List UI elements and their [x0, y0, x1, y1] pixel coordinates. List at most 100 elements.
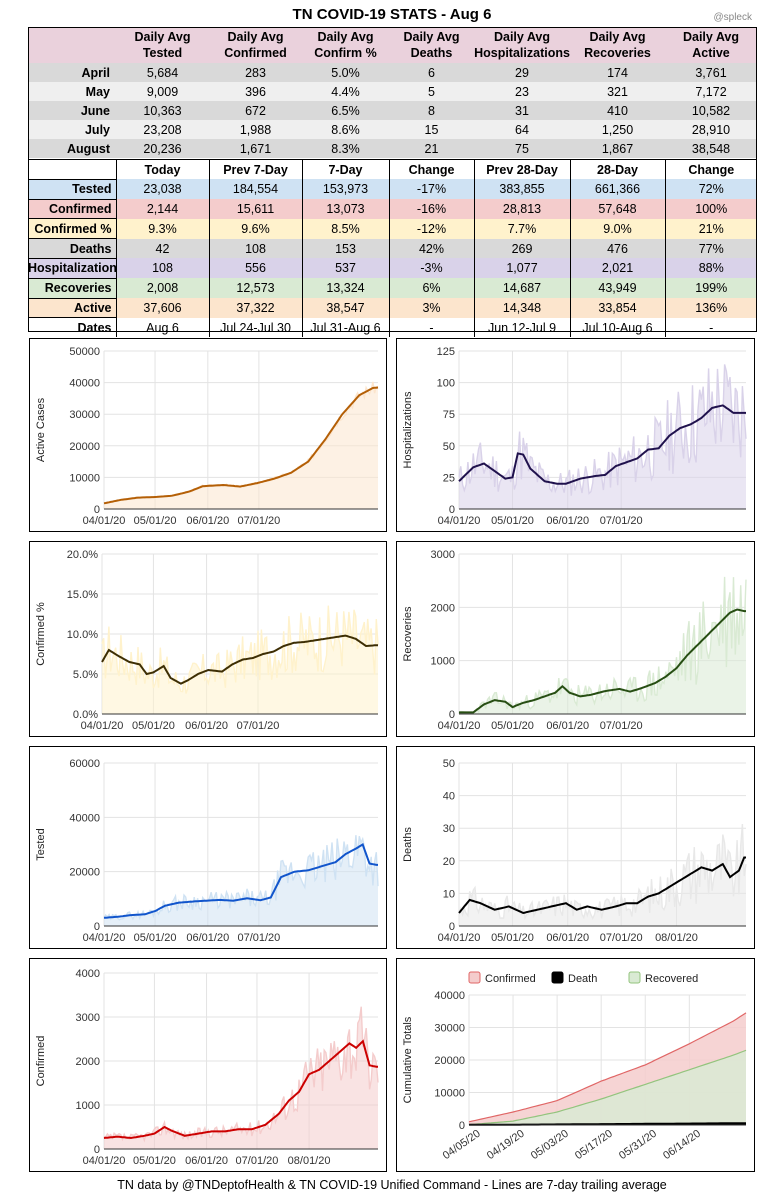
- monthly-header-row: Daily Avg Tested Daily Avg Confirmed Daily A…: [28, 27, 757, 63]
- x-tick-label: 06/01/20: [546, 932, 589, 944]
- table-cell: 136%: [664, 298, 757, 318]
- column-header: Change: [664, 160, 757, 180]
- table-cell: 153: [301, 238, 389, 259]
- column-header-line: Deaths: [410, 46, 453, 60]
- table-cell: 6%: [388, 278, 474, 299]
- table-cell: 29: [474, 63, 570, 82]
- x-tick-label: 05/17/20: [573, 1128, 615, 1162]
- x-tick-label: 08/01/20: [655, 932, 698, 944]
- average-line: [103, 843, 378, 919]
- monthly-averages-table: Daily Avg Tested Daily Avg Confirmed Daily A…: [28, 27, 757, 158]
- table-row: Dates Aug 6 Jul 24-Jul 30 Jul 31-Aug 6- Jun …: [28, 317, 757, 338]
- footer-note: TN data by @TNDeptofHealth & TN COVID-19…: [117, 1178, 667, 1192]
- weekly-comparison-table: Today Prev 7-Day 7-Day Change Prev 28-Day 28-…: [28, 160, 757, 338]
- table-cell: 43,949: [569, 278, 665, 299]
- y-axis-label: Tested: [35, 828, 47, 860]
- table-cell: 1,077: [473, 258, 570, 279]
- x-tick-label: 05/01/20: [134, 515, 177, 527]
- y-tick-label: 125: [437, 346, 455, 358]
- table-cell: 537: [301, 258, 389, 279]
- legend-swatch: [551, 971, 564, 984]
- x-tick-label: 06/01/20: [185, 1155, 228, 1167]
- x-tick-label: 06/01/20: [186, 932, 229, 944]
- x-tick-label: 06/14/20: [661, 1128, 703, 1162]
- table-cell: -16%: [388, 199, 474, 219]
- table-cell: 21: [389, 139, 474, 158]
- table-cell: 77%: [664, 238, 757, 259]
- y-tick-label: 50000: [69, 346, 100, 358]
- table-cell: 383,855: [473, 179, 570, 200]
- y-tick-label: 5.0%: [73, 669, 98, 681]
- table-cell: 42%: [388, 238, 474, 259]
- x-tick-label: 05/31/20: [617, 1128, 659, 1162]
- x-tick-label: 05/01/20: [491, 720, 534, 732]
- table-row: Recoveries 2,008 12,573 13,324 6% 14,687 43,94…: [28, 277, 757, 299]
- x-tick-label: 07/01/20: [600, 932, 643, 944]
- table-row: Confirmed 2,144 15,611 13,073 -16% 28,813 57,6…: [28, 198, 757, 219]
- table-cell: 174: [570, 63, 665, 82]
- row-label: Hospitalizations: [28, 257, 116, 279]
- table-cell: 410: [570, 101, 665, 120]
- table-cell: 7,172: [665, 82, 757, 101]
- table-cell: 9.0%: [569, 218, 665, 239]
- column-header-line: Active: [692, 46, 730, 60]
- table-cell: Jul 10-Aug 6: [569, 317, 665, 338]
- row-label: Tested: [28, 178, 116, 200]
- column-header: Daily Avg Recoveries: [570, 27, 665, 63]
- table-row: Tested 23,038 184,554 153,973 -17% 383,855 661…: [28, 178, 757, 200]
- table-cell: 64: [474, 120, 570, 139]
- table-cell: 14,348: [473, 298, 570, 318]
- table-cell: 20,236: [116, 139, 209, 158]
- y-tick-label: 30: [443, 823, 455, 835]
- y-tick-label: 40000: [69, 378, 100, 390]
- table-cell: 9.3%: [115, 218, 209, 239]
- y-axis-label: Hospitalizations: [402, 391, 414, 469]
- daily-area: [459, 364, 746, 509]
- table-cell: 5: [389, 82, 474, 101]
- table-cell: 10,582: [665, 101, 757, 120]
- table-cell: 42: [115, 238, 209, 259]
- table-row: Deaths 42 108 153 42% 269 476 77%: [28, 238, 757, 259]
- average-line: [458, 404, 746, 485]
- daily-line: [458, 576, 747, 714]
- column-header-line: Recoveries: [584, 46, 651, 60]
- table-cell: 6.5%: [302, 101, 389, 120]
- table-cell: 15,611: [208, 199, 302, 219]
- table-cell: 396: [209, 82, 302, 101]
- x-tick-label: 04/01/20: [83, 932, 126, 944]
- x-tick-label: 04/19/20: [485, 1128, 527, 1162]
- row-label: Dates: [28, 317, 116, 338]
- legend-swatch: [468, 971, 481, 984]
- column-header: Daily Avg Active: [665, 27, 757, 63]
- y-tick-label: 20000: [434, 1055, 465, 1067]
- table-cell: 15: [389, 120, 474, 139]
- column-header: Today: [115, 160, 209, 180]
- table-cell: 199%: [664, 278, 757, 299]
- x-tick-label: 05/01/20: [134, 932, 177, 944]
- column-header: Daily Avg Hospitalizations: [474, 27, 570, 63]
- table-cell: 2,021: [569, 258, 665, 279]
- column-header: Daily Avg Confirmed: [209, 27, 302, 63]
- y-tick-label: 3000: [431, 549, 455, 561]
- y-tick-label: 0.0%: [73, 709, 98, 721]
- row-label: August: [28, 139, 116, 158]
- row-label: April: [28, 63, 116, 82]
- active-cases-chart: 0 10000 20000 30000 40000 50000 04/01/20 05/01/…: [29, 338, 387, 532]
- y-tick-label: 10: [443, 888, 455, 900]
- tested-chart: 0 20000 40000 60000 04/01/20 05/01/20 06/01/20…: [29, 746, 387, 949]
- daily-area: [104, 1006, 378, 1149]
- column-header-line: Daily Avg: [682, 30, 740, 44]
- table-cell: -12%: [388, 218, 474, 239]
- table-cell: Jun 12-Jul 9: [473, 317, 570, 338]
- x-tick-label: 04/01/20: [438, 720, 481, 732]
- average-line: [458, 856, 746, 915]
- table-cell: 5,684: [116, 63, 209, 82]
- table-cell: 13,324: [301, 278, 389, 299]
- table-cell: 1,867: [570, 139, 665, 158]
- table-cell: 8.5%: [301, 218, 389, 239]
- y-tick-label: 0: [94, 921, 100, 933]
- y-tick-label: 20000: [69, 441, 100, 453]
- table-row: May 9,009 396 4.4% 5 23 321 7,172: [28, 82, 757, 101]
- row-label: July: [28, 120, 116, 139]
- deaths-chart: 0 10 20 30 40 50 04/01/20 05/01/20 06/01/20 07/01…: [396, 746, 755, 949]
